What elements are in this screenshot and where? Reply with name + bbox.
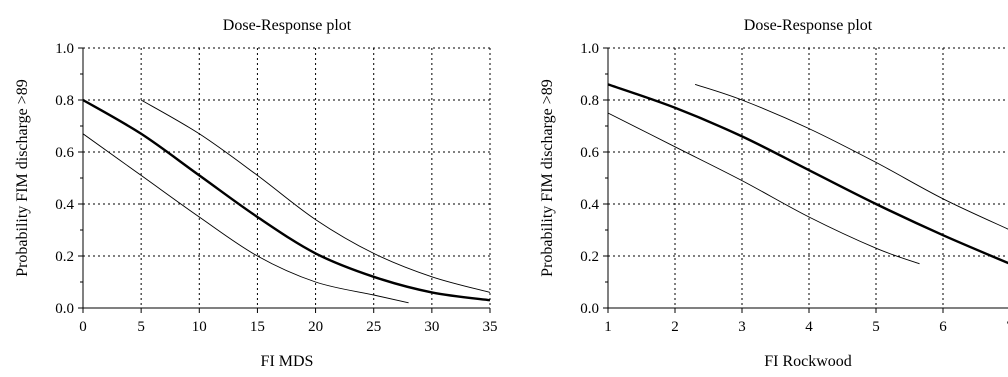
y-axis-label: Probability FIM discharge >89 — [14, 79, 31, 277]
x-tick-label: 7 — [1006, 319, 1008, 335]
x-tick-label: 35 — [483, 319, 498, 335]
chart-panel-1: 0 5 10 15 20 25 30 35 0.0 0.2 0.4 0.6 0.8 1.0 Dose-Res… — [14, 17, 498, 370]
y-tick-label: 0.6 — [55, 145, 74, 161]
lower-ci-curve — [83, 133, 409, 304]
y-tick-label: 1.0 — [580, 41, 599, 57]
fit-curve — [83, 98, 491, 302]
y-tick-label: 0.6 — [580, 145, 599, 161]
x-tick-label: 3 — [738, 319, 746, 335]
x-tick-label: 0 — [79, 319, 87, 335]
lower-ci-curve — [608, 112, 920, 265]
x-tick-label: 2 — [671, 319, 679, 335]
chart-title: Dose-Response plot — [744, 17, 873, 34]
y-tick-label: 0.4 — [580, 197, 599, 213]
y-tick-label: 0.8 — [580, 93, 599, 109]
x-tick-label: 30 — [424, 319, 439, 335]
y-tick-label: 0.2 — [55, 249, 74, 265]
x-tick-label: 6 — [939, 319, 947, 335]
x-tick-label: 25 — [366, 319, 381, 335]
x-tick-label: 1 — [604, 319, 612, 335]
y-tick-label: 0.4 — [55, 197, 74, 213]
y-tick-label: 0.8 — [55, 93, 74, 109]
y-tick-label: 0.0 — [55, 301, 74, 317]
chart-panel-2: 1 2 3 4 5 6 7 0.0 0.2 0.4 0.6 0.8 1.0 Dose-Response p… — [539, 17, 1008, 370]
y-tick-label: 0.0 — [580, 301, 599, 317]
x-axis-label: FI Rockwood — [764, 353, 852, 370]
x-tick-label: 15 — [250, 319, 265, 335]
x-tick-label: 4 — [805, 319, 813, 335]
x-tick-label: 10 — [192, 319, 207, 335]
upper-ci-curve — [140, 99, 491, 293]
y-tick-label: 1.0 — [55, 41, 74, 57]
x-tick-label: 20 — [308, 319, 323, 335]
fit-curve — [608, 83, 1008, 265]
chart-title: Dose-Response plot — [223, 17, 352, 34]
x-axis-label: FI MDS — [261, 353, 314, 370]
y-axis-label: Probability FIM discharge >89 — [539, 79, 556, 277]
x-tick-label: 5 — [872, 319, 880, 335]
y-tick-label: 0.2 — [580, 249, 599, 265]
upper-ci-curve — [694, 83, 1008, 230]
x-tick-label: 5 — [137, 319, 145, 335]
